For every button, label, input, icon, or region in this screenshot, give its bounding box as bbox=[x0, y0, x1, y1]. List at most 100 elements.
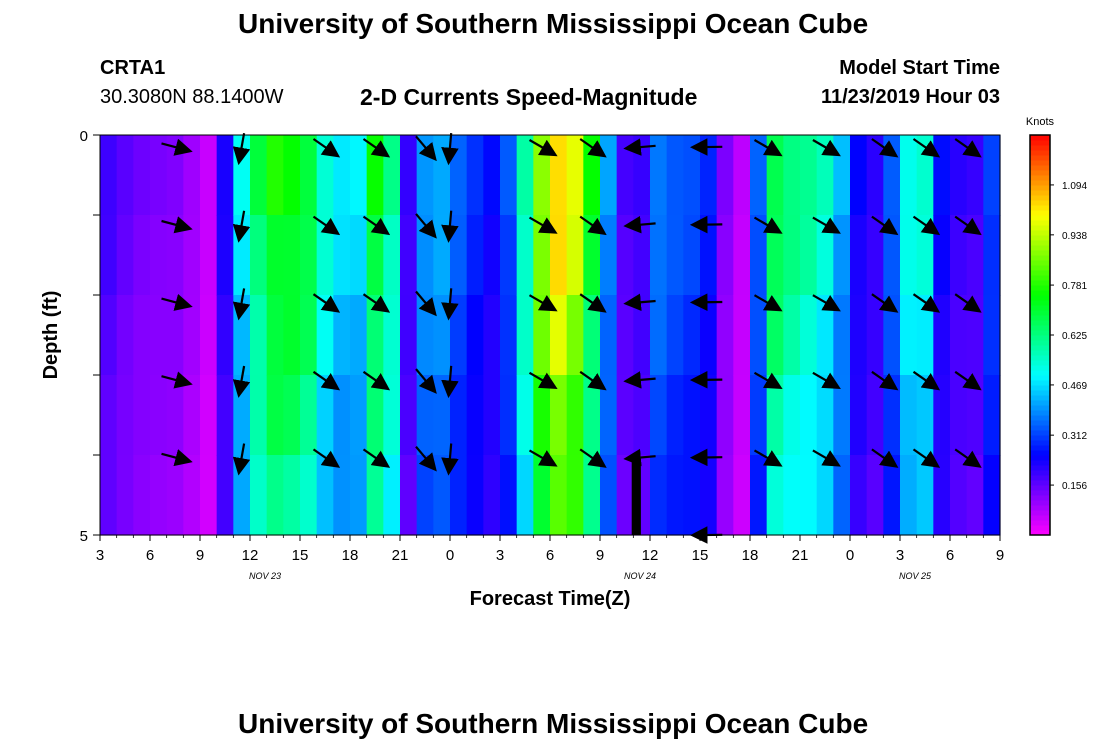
heatmap-cell bbox=[583, 375, 601, 456]
current-arrow bbox=[812, 139, 841, 157]
current-arrow bbox=[161, 216, 193, 234]
colorbar-band bbox=[1030, 200, 1050, 206]
colorbar-band bbox=[1030, 170, 1050, 176]
colorbar-band bbox=[1030, 445, 1050, 451]
heatmap-cell bbox=[433, 375, 451, 456]
current-arrow bbox=[362, 215, 391, 236]
heatmap-cell bbox=[733, 135, 751, 216]
heatmap-cell bbox=[666, 295, 684, 376]
heatmap-cell bbox=[650, 455, 668, 536]
heatmap-cell bbox=[550, 375, 568, 456]
heatmap-cell bbox=[833, 215, 851, 296]
footer-title: University of Southern Mississippi Ocean… bbox=[238, 708, 869, 739]
x-tick-label: 6 bbox=[546, 547, 554, 564]
heatmap-cell bbox=[366, 455, 384, 536]
current-arrow bbox=[415, 368, 437, 394]
heatmap-cell bbox=[316, 215, 334, 296]
current-arrow bbox=[415, 213, 437, 239]
current-arrow bbox=[753, 371, 783, 389]
current-arrow bbox=[623, 138, 656, 156]
heatmap-cell bbox=[466, 215, 484, 296]
current-arrow bbox=[871, 370, 899, 391]
x-tick-label: 21 bbox=[392, 547, 409, 564]
heatmap-cell bbox=[666, 455, 684, 536]
current-arrow bbox=[232, 288, 251, 321]
heatmap-cell bbox=[933, 215, 951, 296]
heatmap-cell bbox=[800, 455, 818, 536]
current-arrow bbox=[415, 290, 437, 317]
heatmap-cell bbox=[883, 295, 901, 376]
colorbar-band bbox=[1030, 530, 1050, 536]
heatmap-cell bbox=[983, 455, 1001, 536]
current-arrow bbox=[623, 448, 656, 467]
x-tick-label: 18 bbox=[342, 547, 359, 564]
heatmap-cell bbox=[283, 215, 301, 296]
heatmap-cell bbox=[933, 455, 951, 536]
heatmap-cell bbox=[566, 455, 584, 536]
heatmap-cell bbox=[250, 215, 268, 296]
colorbar-band bbox=[1030, 350, 1050, 356]
heatmap-cell bbox=[983, 215, 1001, 296]
colorbar-band bbox=[1030, 495, 1050, 501]
heatmap-cell bbox=[150, 455, 168, 536]
heatmap-cell bbox=[683, 215, 701, 296]
heatmap-cell bbox=[800, 295, 818, 376]
heatmap-cell bbox=[600, 375, 618, 456]
heatmap-cell bbox=[666, 135, 684, 216]
current-arrow bbox=[912, 293, 941, 313]
heatmap-cell bbox=[133, 295, 151, 376]
heatmap-cell bbox=[783, 215, 801, 296]
colorbar-band bbox=[1030, 400, 1050, 406]
heatmap-cell bbox=[850, 215, 868, 296]
colorbar-band bbox=[1030, 525, 1050, 531]
colorbar-band bbox=[1030, 385, 1050, 391]
heatmap-cell bbox=[166, 295, 184, 376]
heatmap-cell bbox=[350, 375, 368, 456]
heatmap-cell bbox=[400, 375, 418, 456]
heatmap-cell bbox=[850, 135, 868, 216]
heatmap-cell bbox=[266, 455, 284, 536]
heatmap-cell bbox=[300, 215, 318, 296]
colorbar-band bbox=[1030, 145, 1050, 151]
heatmap-cell bbox=[916, 375, 934, 456]
heatmap-cell bbox=[916, 295, 934, 376]
heatmap-cell bbox=[100, 295, 118, 376]
y-tick-label: 5 bbox=[80, 528, 88, 545]
x-tick-label: 3 bbox=[896, 547, 904, 564]
heatmap-cell bbox=[716, 375, 734, 456]
current-arrow bbox=[232, 365, 251, 398]
colorbar-band bbox=[1030, 285, 1050, 291]
heatmap-cell bbox=[400, 135, 418, 216]
heatmap-cell bbox=[166, 215, 184, 296]
heatmap-cell bbox=[300, 295, 318, 376]
heatmap-cell bbox=[550, 135, 568, 216]
current-arrow bbox=[312, 370, 341, 391]
heatmap-cell bbox=[316, 455, 334, 536]
current-arrow bbox=[871, 293, 899, 313]
x-tick-label: 3 bbox=[496, 547, 504, 564]
current-arrow bbox=[362, 370, 391, 391]
heatmap-cell bbox=[733, 215, 751, 296]
plot-title: 2-D Currents Speed-Magnitude bbox=[360, 84, 698, 110]
heatmap-cell bbox=[700, 295, 718, 376]
current-arrow bbox=[912, 370, 941, 391]
colorbar-band bbox=[1030, 140, 1050, 146]
heatmap-cell bbox=[550, 295, 568, 376]
current-arrow bbox=[362, 448, 391, 468]
heatmap-cell bbox=[450, 375, 468, 456]
heatmap-cell bbox=[150, 375, 168, 456]
colorbar-band bbox=[1030, 500, 1050, 506]
heatmap-cell bbox=[616, 455, 634, 536]
heatmap-cell bbox=[533, 375, 551, 456]
heatmap-cell bbox=[583, 295, 601, 376]
model-start-value: 11/23/2019 Hour 03 bbox=[820, 86, 1000, 108]
heatmap-cell bbox=[400, 295, 418, 376]
heatmap-cell bbox=[216, 135, 234, 216]
heatmap-cell bbox=[850, 295, 868, 376]
heatmap-cell bbox=[483, 455, 501, 536]
colorbar-band bbox=[1030, 300, 1050, 306]
heatmap-cell bbox=[616, 295, 634, 376]
heatmap-cell bbox=[633, 215, 651, 296]
current-arrow bbox=[441, 443, 459, 476]
current-arrow bbox=[871, 215, 899, 236]
